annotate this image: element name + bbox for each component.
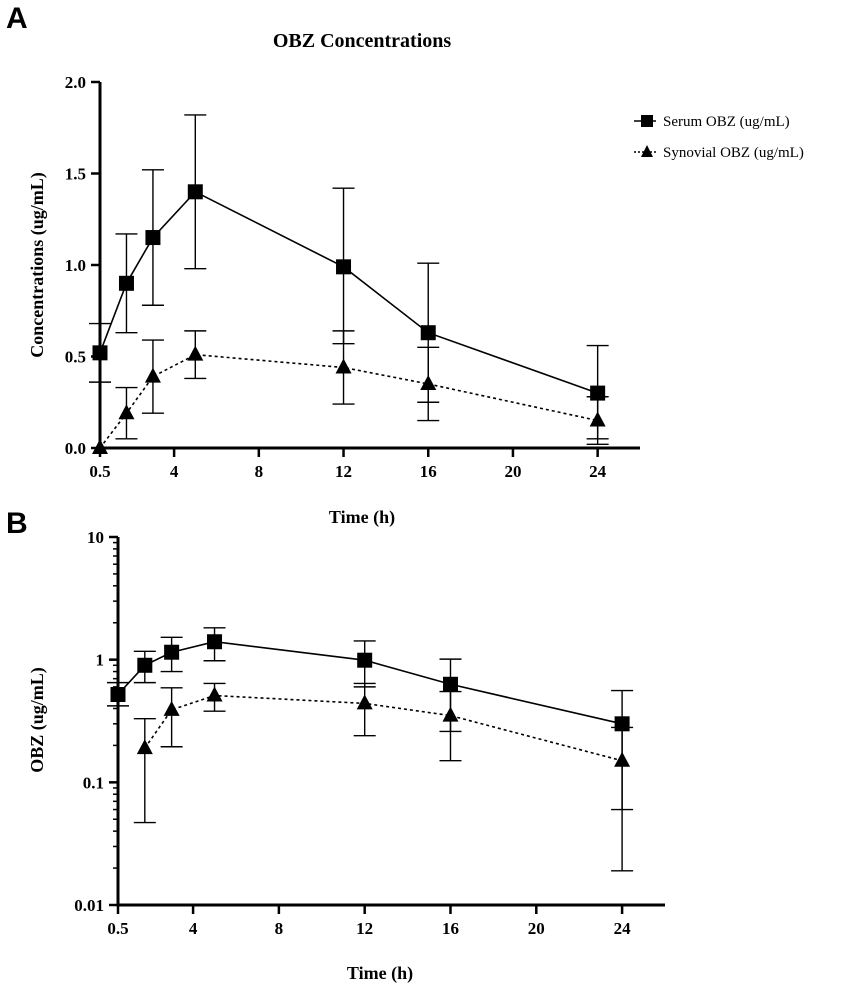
data-point-square: [336, 259, 352, 275]
series-synovial: [92, 330, 609, 454]
chart-panel-b: 0.5 4 8 12 16 20 24 0.01 0.1 1 10 Time (h) OBZ (ug/m…: [27, 528, 665, 984]
data-point-triangle: [614, 751, 631, 767]
y-tick-label: 1.0: [65, 256, 86, 275]
x-tick-label: 24: [614, 919, 632, 938]
data-point-square: [187, 184, 203, 200]
x-axis-title: Time (h): [347, 963, 413, 984]
x-tick-label: 20: [528, 919, 545, 938]
x-tick-label: 4: [170, 462, 179, 481]
x-tick-label: 0.5: [107, 919, 128, 938]
series-serum: [107, 627, 634, 811]
y-tick-label: 0.1: [83, 773, 104, 792]
chart-title: OBZ Concentrations: [273, 30, 452, 52]
data-point-square: [145, 230, 161, 246]
legend-label: Serum OBZ (ug/mL): [663, 114, 790, 130]
data-point-triangle: [206, 686, 223, 702]
y-axis-title: Concentrations (ug/mL): [27, 172, 48, 358]
data-point-triangle: [187, 345, 204, 361]
data-point-triangle: [589, 411, 606, 427]
data-point-square: [357, 652, 373, 668]
x-tick-label: 20: [504, 462, 521, 481]
series-line: [99, 190, 598, 394]
y-tick-label: 0.0: [65, 439, 86, 458]
data-point-triangle: [420, 374, 437, 390]
x-tick-label: 0.5: [89, 462, 110, 481]
y-tick-label: 1: [96, 651, 105, 670]
data-point-triangle: [144, 367, 161, 383]
x-tick-label: 8: [275, 919, 284, 938]
data-point-triangle: [163, 700, 180, 716]
y-tick-label: 10: [87, 528, 104, 547]
data-point-triangle: [136, 739, 153, 755]
legend-marker-square: [641, 115, 653, 127]
series-line: [144, 694, 623, 762]
y-tick-label: 0.5: [65, 348, 86, 367]
data-point-square: [92, 345, 108, 361]
legend-label: Synovial OBZ (ug/mL): [663, 145, 804, 161]
data-point-triangle: [335, 358, 352, 374]
x-axis-title: Time (h): [329, 507, 395, 528]
y-tick-label: 1.5: [65, 165, 86, 184]
panel-label-b: B: [6, 507, 28, 540]
y-tick-label: 0.01: [74, 896, 104, 915]
panel-label-a: A: [6, 2, 28, 35]
y-axis-title: OBZ (ug/mL): [27, 667, 48, 773]
legend: Serum OBZ (ug/mL) Synovial OBZ (ug/mL): [634, 114, 804, 161]
data-point-triangle: [442, 706, 459, 722]
x-tick-label: 24: [589, 462, 607, 481]
x-tick-label: 12: [335, 462, 352, 481]
y-tick-label: 2.0: [65, 73, 86, 92]
data-point-square: [207, 634, 223, 650]
series-synovial: [133, 682, 634, 872]
data-point-triangle: [356, 694, 373, 710]
data-point-square: [442, 676, 458, 692]
series-serum: [89, 114, 609, 440]
data-point-triangle: [118, 404, 135, 420]
data-point-square: [137, 657, 153, 673]
data-point-square: [420, 325, 436, 341]
x-tick-label: 12: [356, 919, 373, 938]
data-point-square: [164, 644, 180, 660]
x-tick-label: 4: [189, 919, 198, 938]
legend-marker-triangle: [641, 145, 653, 157]
data-point-triangle: [92, 439, 108, 454]
data-point-square: [110, 687, 126, 703]
x-tick-label: 16: [420, 462, 437, 481]
x-tick-label: 16: [442, 919, 459, 938]
x-tick-label: 8: [255, 462, 264, 481]
data-point-square: [118, 275, 134, 291]
